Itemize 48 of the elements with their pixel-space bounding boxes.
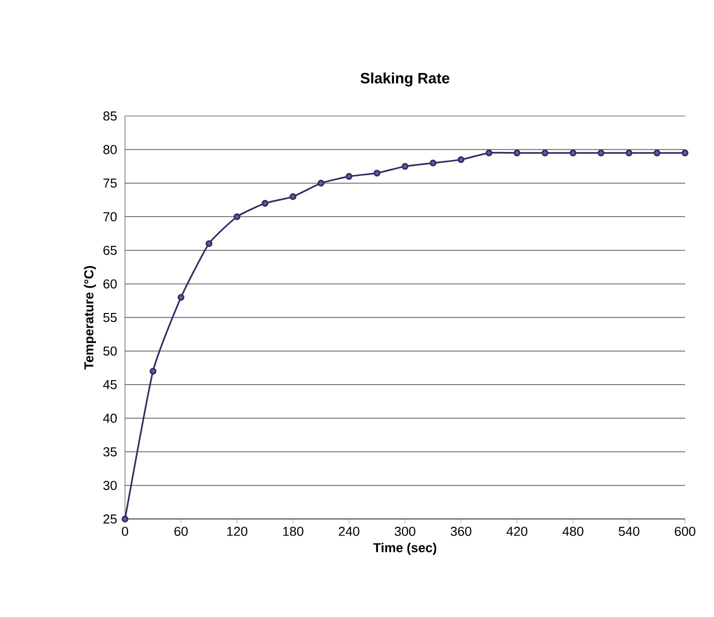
x-tick-label: 540 (618, 526, 640, 536)
x-tick-label: 240 (338, 526, 360, 536)
point (150, 368, 156, 375)
y-tick-label: 55 (103, 312, 117, 322)
y-tick-label: 30 (103, 480, 117, 490)
x-tick-label: 480 (562, 526, 584, 536)
point (262, 200, 268, 207)
point (458, 156, 464, 164)
point (486, 150, 492, 156)
point (318, 180, 324, 187)
point (430, 160, 436, 166)
x-tick-label: 0 (122, 526, 128, 536)
y-tick-label: 35 (103, 447, 117, 456)
point (570, 150, 576, 156)
point (122, 516, 128, 522)
x-tick-label: 420 (506, 526, 528, 536)
point (374, 170, 380, 176)
y-tick-label: 75 (104, 178, 117, 188)
point (682, 150, 688, 156)
point (178, 294, 184, 301)
x-tick-label: 180 (283, 526, 304, 536)
x-tick-label: 360 (450, 526, 472, 536)
point (206, 240, 212, 247)
y-tick-label: 50 (103, 346, 117, 356)
point (542, 150, 548, 156)
y-tick-label: 40 (103, 414, 117, 423)
point (234, 213, 240, 220)
y-tick-label: 65 (103, 246, 117, 255)
y-axis-title: Temperature (°C) (84, 266, 96, 370)
point (290, 193, 296, 200)
point (598, 150, 604, 156)
x-tick-label: 60 (174, 526, 188, 536)
y-tick-label: 70 (104, 212, 117, 222)
chart-title: Slaking Rate (360, 72, 450, 86)
x-tick-label: 600 (674, 526, 696, 536)
y-tick-label: 45 (103, 380, 117, 390)
y-tick-label: 60 (103, 279, 117, 288)
point (626, 150, 632, 156)
point (346, 173, 352, 180)
x-tick-label: 300 (394, 526, 416, 536)
y-tick-label: 80 (103, 144, 117, 154)
point (514, 150, 520, 156)
point (654, 150, 660, 156)
y-tick-label: 85 (103, 111, 117, 121)
point (402, 162, 408, 170)
x-axis-title: Time (sec) (373, 542, 436, 555)
y-tick-label: 25 (103, 514, 117, 524)
x-tick-label: 120 (227, 526, 248, 536)
